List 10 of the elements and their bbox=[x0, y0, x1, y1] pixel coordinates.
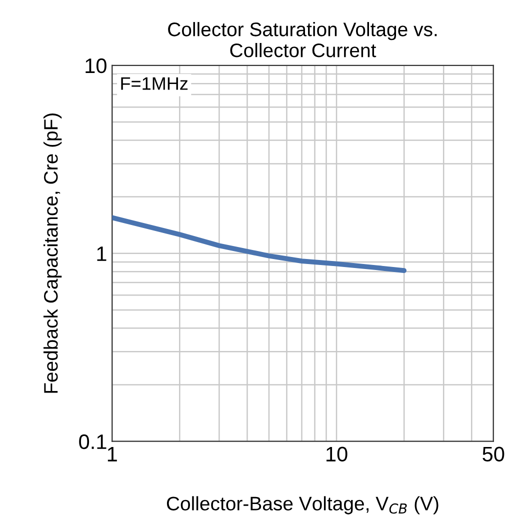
chart-title: Collector Saturation Voltage vs. Collector Current bbox=[168, 22, 437, 58]
x-axis-title: Collector-Base Voltage, V$_{CB}$ (V) bbox=[166, 496, 438, 514]
y-tick-label: 1 bbox=[97, 246, 106, 261]
x-tick-label: 10 bbox=[326, 446, 348, 462]
x-tick-label: 50 bbox=[482, 446, 504, 462]
y-tick-label: 10 bbox=[86, 58, 106, 74]
x-tick-label: 1 bbox=[108, 446, 117, 462]
y-tick-label: 0.1 bbox=[79, 434, 106, 450]
y-axis-title: Feedback Capacitance, Cre (pF) bbox=[44, 114, 62, 393]
annotation: F=1MHz bbox=[121, 77, 188, 90]
